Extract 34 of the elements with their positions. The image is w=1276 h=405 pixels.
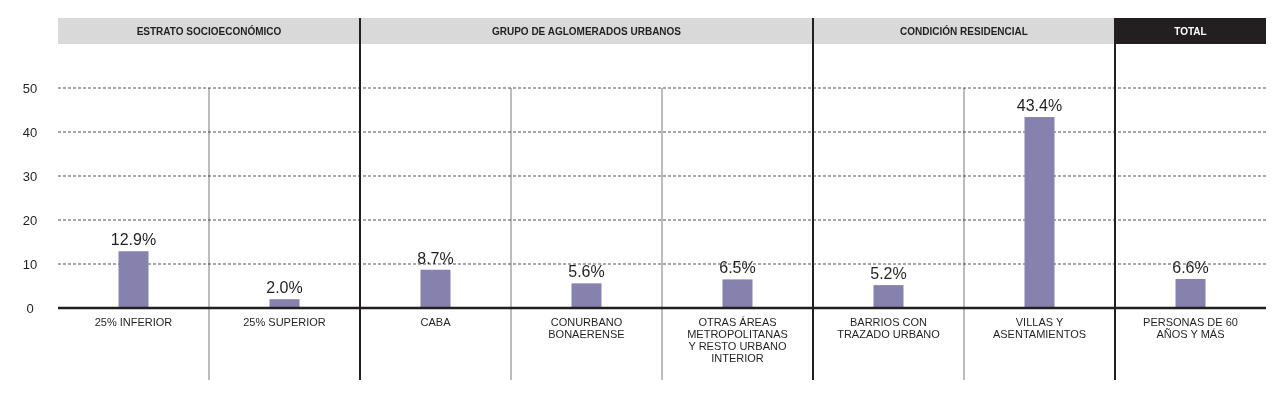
bar — [722, 279, 753, 308]
x-tick-label: CABA — [420, 316, 452, 328]
y-tick-label: 10 — [22, 256, 38, 272]
y-tick-label: 20 — [22, 212, 38, 228]
data-label: 5.6% — [568, 263, 605, 281]
text: GRUPO DE AGLOMERADOS URBANOS — [491, 26, 682, 37]
data-label: 6.6% — [1172, 258, 1209, 276]
x-tick-label: CONURBANO BONAERENSE — [548, 316, 625, 340]
data-label: 2.0% — [266, 279, 303, 297]
y-tick-label: 0 — [26, 300, 34, 316]
text: CONDICIÓN RESIDENCIAL — [900, 25, 1028, 37]
bar — [1024, 117, 1055, 308]
data-label: 8.7% — [417, 249, 454, 267]
y-tick-label: 40 — [22, 124, 38, 140]
x-tick-label: 25% SUPERIOR — [243, 316, 326, 328]
x-tick-label: VILLAS Y ASENTAMIENTOS — [992, 316, 1087, 340]
y-tick-label: 30 — [22, 168, 38, 184]
y-tick-label: 50 — [22, 80, 38, 96]
bar — [118, 251, 149, 308]
data-label: 12.9% — [110, 231, 157, 249]
x-tick-label: 25% INFERIOR — [94, 316, 173, 328]
x-tick-label: BARRIOS CON TRAZADO URBANO — [837, 316, 941, 340]
bar — [269, 299, 300, 308]
x-tick-label: PERSONAS DE 60 AÑOS Y MÁS — [1143, 316, 1238, 340]
data-label: 6.5% — [719, 259, 756, 277]
text: TOTAL — [1174, 26, 1207, 37]
bar — [873, 285, 904, 308]
text: ESTRATO SOCIOECONÓMICO — [136, 25, 282, 37]
bar — [571, 283, 602, 308]
bar — [420, 269, 451, 308]
x-tick-label: OTRAS ÁREAS METROPOLITANAS Y RESTO URBANO INTERIOR — [687, 316, 788, 364]
data-label: 5.2% — [870, 265, 907, 283]
data-label: 43.4% — [1016, 97, 1063, 115]
bar — [1175, 278, 1206, 308]
